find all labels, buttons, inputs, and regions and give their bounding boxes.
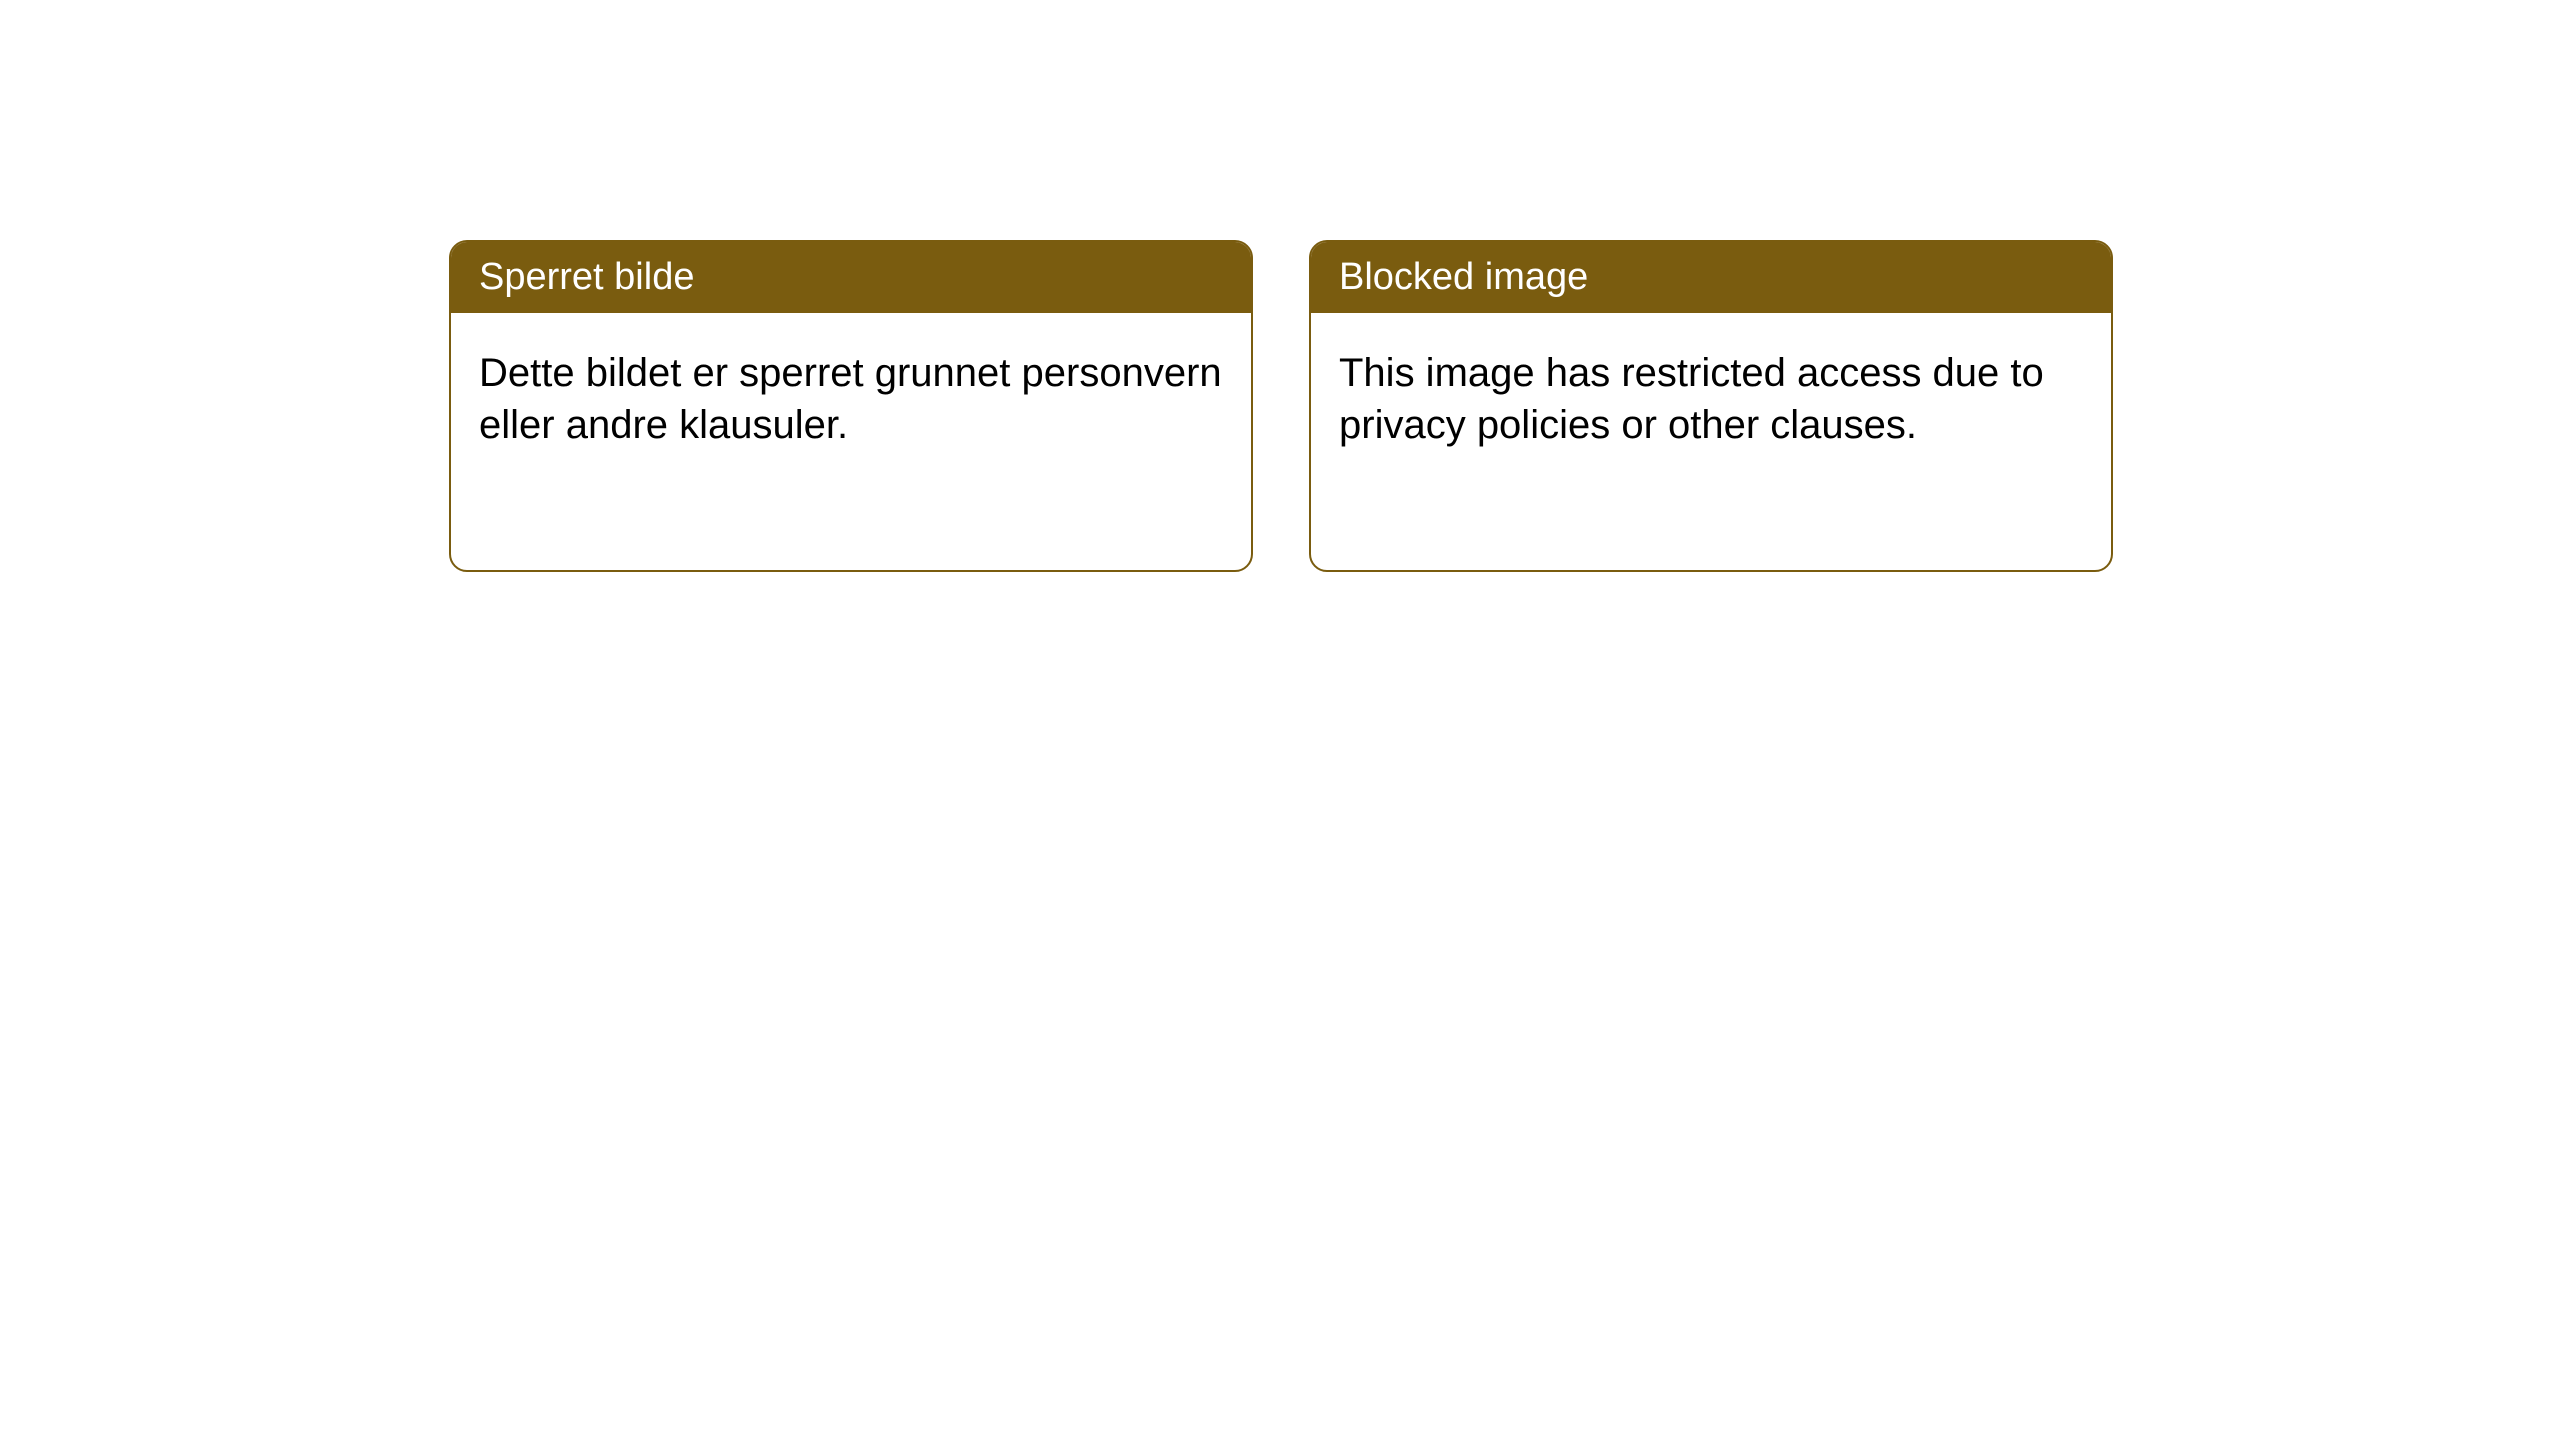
card-body-text: This image has restricted access due to … — [1339, 351, 2044, 447]
notice-cards-container: Sperret bilde Dette bildet er sperret gr… — [449, 240, 2113, 572]
card-header: Sperret bilde — [451, 242, 1251, 313]
card-body: This image has restricted access due to … — [1311, 313, 2111, 485]
card-title: Sperret bilde — [479, 256, 694, 298]
notice-card-norwegian: Sperret bilde Dette bildet er sperret gr… — [449, 240, 1253, 572]
card-body: Dette bildet er sperret grunnet personve… — [451, 313, 1251, 485]
card-title: Blocked image — [1339, 256, 1588, 298]
card-header: Blocked image — [1311, 242, 2111, 313]
notice-card-english: Blocked image This image has restricted … — [1309, 240, 2113, 572]
card-body-text: Dette bildet er sperret grunnet personve… — [479, 351, 1222, 447]
